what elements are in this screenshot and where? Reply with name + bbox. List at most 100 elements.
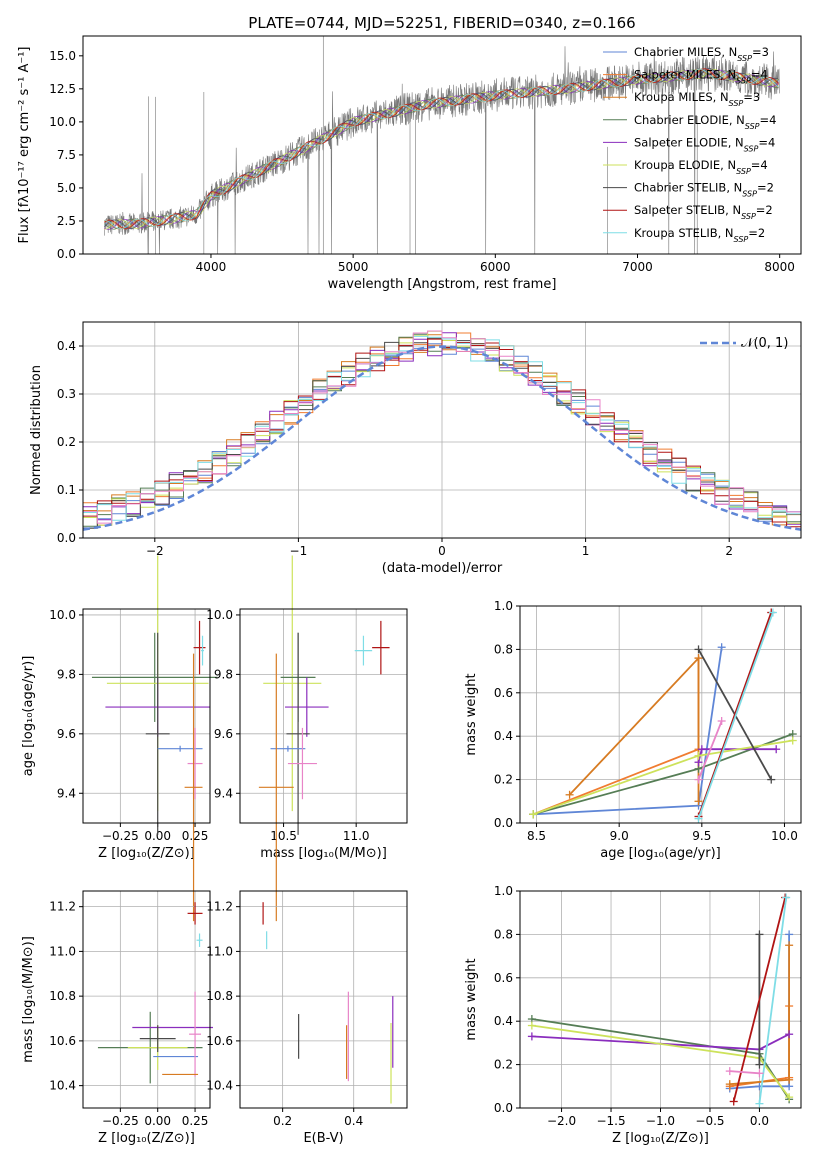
y-tick-label: 0.0 — [57, 247, 76, 261]
normal-pdf — [82, 345, 802, 531]
x-tick-label: 8000 — [764, 260, 795, 274]
x-axis-label: Z [log₁₀(Z/Z⊙)] — [612, 1131, 709, 1146]
axes-frame — [519, 890, 802, 1109]
chart-title: PLATE=0744, MJD=52251, FIBERID=0340, z=0… — [248, 14, 635, 32]
x-tick-label: 0.0 — [750, 1114, 769, 1128]
x-tick-label: −2 — [146, 544, 164, 558]
x-tick-label: 0.00 — [144, 1114, 171, 1128]
y-axis-label: age [log₁₀(age/yr)] — [21, 656, 36, 777]
x-axis-label: mass [log₁₀(M/M⊙)] — [260, 846, 387, 861]
y-tick-label: 0.8 — [494, 642, 513, 656]
axes-frame — [82, 35, 802, 255]
legend-entry: Kroupa STELIB, NSSP=2 — [634, 226, 765, 244]
x-tick-label: 1 — [582, 544, 590, 558]
x-tick-label: −0.25 — [102, 1114, 139, 1128]
mass-weight-z-panel: −2.0 −1.5 −1.0 −0.5 0.0 0.0 0.2 0.4 0.6 0.8 1.0 Z [… — [464, 884, 802, 1146]
x-tick-label: 9.5 — [692, 829, 711, 843]
legend-entry: Salpeter ELODIE, NSSP=4 — [634, 135, 775, 153]
x-tick-label: −1.5 — [596, 1114, 625, 1128]
y-tick-label: 5.0 — [57, 181, 76, 195]
y-tick-label: 0.3 — [57, 387, 76, 401]
x-tick-label: 6000 — [480, 260, 511, 274]
y-tick-label: 10.6 — [49, 1034, 76, 1048]
x-tick-label: 0.25 — [182, 829, 209, 843]
y-tick-label: 7.5 — [57, 148, 76, 162]
x-tick-label: 10.5 — [270, 829, 297, 843]
plot-area — [91, 555, 218, 922]
series-pink — [729, 1070, 760, 1075]
x-tick-label: 0.25 — [182, 1114, 209, 1128]
y-tick-label: 11.0 — [206, 944, 233, 958]
x-tick-label: −0.25 — [102, 829, 139, 843]
y-tick-label: 10.6 — [206, 1034, 233, 1048]
series-salp_stelib — [732, 897, 787, 1102]
y-tick-label: 10.0 — [206, 608, 233, 622]
y-tick-label: 0.2 — [494, 773, 513, 787]
x-tick-label: −1 — [290, 544, 308, 558]
series-krou_stelib — [697, 612, 774, 820]
legend-entry: Chabrier ELODIE, NSSP=4 — [634, 113, 776, 131]
y-tick-label: 10.0 — [49, 608, 76, 622]
x-axis-label: age [log₁₀(age/yr)] — [600, 846, 721, 861]
plot-area — [82, 330, 802, 531]
axes-frame — [82, 321, 802, 539]
model-chab_stelib — [104, 68, 779, 229]
x-tick-label: −0.5 — [695, 1114, 724, 1128]
y-tick-label: 10.8 — [49, 989, 76, 1003]
x-axis-label: E(B-V) — [303, 1131, 343, 1146]
x-tick-label: 11.0 — [343, 829, 370, 843]
axes-frame — [82, 890, 211, 1109]
x-tick-label: 2 — [725, 544, 733, 558]
y-tick-label: 0.4 — [57, 339, 76, 353]
x-tick-label: 0 — [438, 544, 446, 558]
mass-ebv-panel: 0.2 0.4 10.4 10.6 10.8 11.0 11.2 E(B-V) — [206, 890, 408, 1146]
y-tick-label: 0.0 — [494, 816, 513, 830]
y-tick-label: 10.4 — [206, 1079, 233, 1093]
x-tick-label: 9.0 — [610, 829, 629, 843]
y-tick-label: 0.1 — [57, 483, 76, 497]
legend-entry: Chabrier STELIB, NSSP=2 — [634, 181, 774, 199]
series-pink — [697, 720, 723, 780]
y-tick-label: 0.4 — [494, 729, 513, 743]
y-tick-label: 12.5 — [49, 82, 76, 96]
model-krou_stelib — [104, 68, 780, 230]
y-tick-label: 11.2 — [49, 900, 76, 914]
y-tick-label: 10.8 — [206, 989, 233, 1003]
y-tick-label: 10.0 — [49, 115, 76, 129]
model-salp_stelib — [104, 68, 780, 230]
x-tick-label: 0.00 — [144, 829, 171, 843]
histogram-panel: −2 −1 0 1 2 0.0 0.1 0.2 0.3 0.4 (data-model)/error… — [29, 321, 802, 576]
y-axis-label: mass weight — [464, 958, 479, 1040]
y-axis-label: Normed distribution — [29, 365, 44, 495]
age-mass-panel: 10.5 11.0 9.4 9.6 9.8 10.0 mass [log₁₀(M/M⊙)] — [206, 555, 408, 922]
axes-frame — [82, 608, 211, 824]
spectrum-panel: 4000 5000 6000 7000 8000 0.0 2.5 5.0 7.5 10.0 12.5… — [17, 35, 802, 292]
x-tick-label: 0.2 — [273, 1114, 292, 1128]
y-tick-label: 9.4 — [57, 786, 76, 800]
y-axis-label: mass [log₁₀(M/M⊙)] — [21, 936, 36, 1063]
plot-area — [104, 36, 780, 254]
x-axis-label: (data-model)/error — [382, 561, 503, 576]
y-tick-label: 9.8 — [214, 667, 233, 681]
plot-area — [258, 555, 390, 922]
axes-frame — [239, 608, 408, 824]
legend-entry: Salpeter STELIB, NSSP=2 — [634, 203, 773, 221]
y-tick-label: 0.8 — [494, 927, 513, 941]
x-axis-label: wavelength [Angstrom, rest frame] — [328, 277, 557, 292]
y-axis-label: mass weight — [464, 673, 479, 755]
x-tick-label: 4000 — [196, 260, 227, 274]
age-z-panel: −0.25 0.00 0.25 9.4 9.6 9.8 10.0 Z [log₁₀(Z/Z⊙)… — [21, 555, 218, 922]
plot-area — [97, 902, 213, 1084]
y-tick-label: 0.4 — [494, 1014, 513, 1028]
legend-entry: Kroupa MILES, NSSP=3 — [634, 90, 760, 108]
legend-entry: Chabrier MILES, NSSP=3 — [634, 45, 769, 63]
y-tick-label: 10.4 — [49, 1079, 76, 1093]
y-tick-label: 0.2 — [57, 435, 76, 449]
legend-entry: 𝒩(0, 1) — [741, 336, 788, 351]
plot-area — [527, 893, 794, 1108]
y-tick-label: 0.2 — [494, 1058, 513, 1072]
legend-entry: Kroupa ELODIE, NSSP=4 — [634, 158, 768, 176]
mass-weight-age-panel: 8.5 9.0 9.5 10.0 0.0 0.2 0.4 0.6 0.8 1.0 age [log₁… — [464, 599, 802, 861]
mass-z-panel: −0.25 0.00 0.25 10.4 10.6 10.8 11.0 11.2 Z [log₁… — [21, 890, 213, 1146]
y-tick-label: 0.0 — [494, 1101, 513, 1115]
